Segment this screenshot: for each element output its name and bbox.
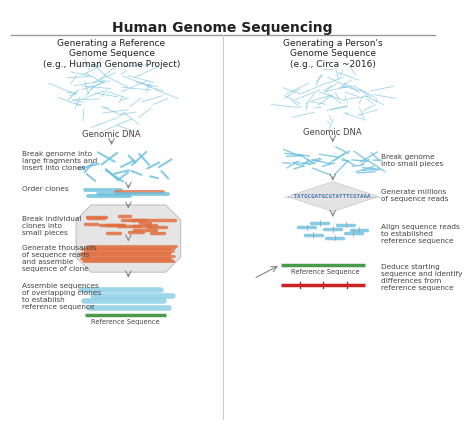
Text: Break genome
into small pieces: Break genome into small pieces	[382, 153, 444, 166]
Text: Generating a Reference
Genome Sequence
(e.g., Human Genome Project): Generating a Reference Genome Sequence (…	[43, 39, 180, 68]
Text: Reference Sequence: Reference Sequence	[291, 268, 360, 274]
Text: Human Genome Sequencing: Human Genome Sequencing	[112, 21, 333, 35]
Text: Genomic DNA: Genomic DNA	[82, 130, 141, 139]
Polygon shape	[76, 205, 181, 272]
Text: Assemble sequences
of overlapping clones
to establish
reference sequence: Assemble sequences of overlapping clones…	[22, 282, 101, 309]
Text: Reference Sequence: Reference Sequence	[91, 318, 160, 324]
Text: Genomic DNA: Genomic DNA	[303, 127, 362, 136]
Text: Break genome into
large fragments and
insert into clones: Break genome into large fragments and in…	[22, 151, 97, 170]
Text: Generate millions
of sequence reads: Generate millions of sequence reads	[382, 189, 449, 202]
Text: Deduce starting
sequence and identify
differences from
reference sequence: Deduce starting sequence and identify di…	[382, 263, 463, 290]
Text: Break individual
clones into
small pieces: Break individual clones into small piece…	[22, 216, 82, 236]
Polygon shape	[287, 182, 379, 212]
Text: ...TATGCGATGCGTATTTCGTAAA...: ...TATGCGATGCGTATTTCGTAAA...	[284, 194, 382, 199]
Text: Generating a Person's
Genome Sequence
(e.g., Circa ~2016): Generating a Person's Genome Sequence (e…	[283, 39, 383, 68]
Text: Align sequence reads
to established
reference sequence: Align sequence reads to established refe…	[382, 223, 460, 243]
Text: Generate thousands
of sequence reads
and assemble
sequence of clone: Generate thousands of sequence reads and…	[22, 244, 97, 272]
Text: Order clones: Order clones	[22, 186, 69, 192]
